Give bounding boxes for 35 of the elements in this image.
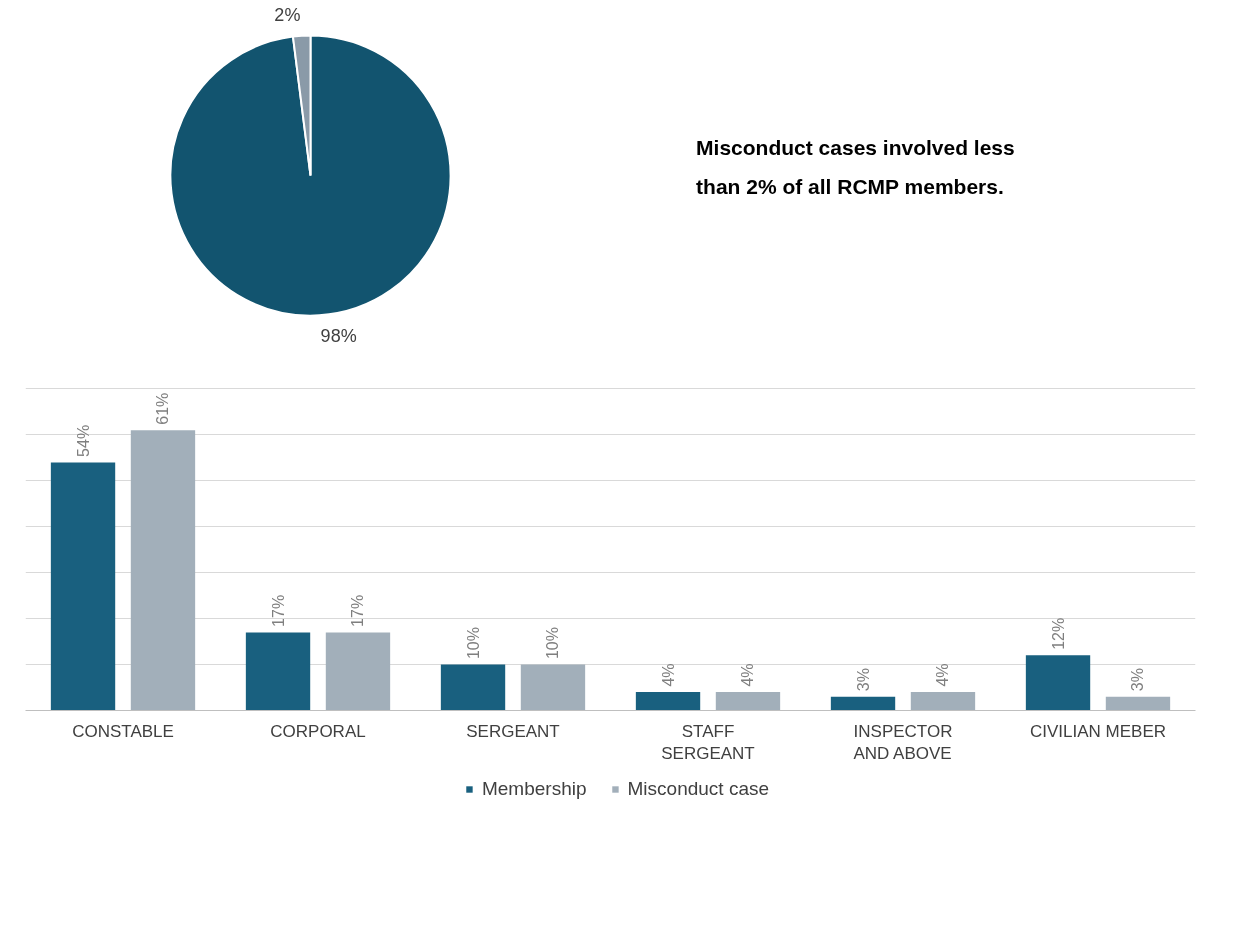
data-label: 10% <box>464 627 482 660</box>
bar <box>130 430 196 711</box>
data-label: 54% <box>74 424 92 457</box>
x-tick-label: STAFF SERGEANT <box>661 721 755 764</box>
data-label: 2% <box>274 4 301 25</box>
x-tick-label: SERGEANT <box>466 721 560 741</box>
data-label: 4% <box>739 663 757 687</box>
bar <box>520 664 586 711</box>
data-label: 17% <box>269 594 287 627</box>
bar <box>635 692 701 711</box>
data-label: 61% <box>154 392 172 425</box>
data-label: 4% <box>934 663 952 687</box>
x-tick-label: CONSTABLE <box>72 721 174 741</box>
data-label: 10% <box>544 627 562 660</box>
bar <box>440 664 506 711</box>
data-label: 3% <box>1129 668 1147 692</box>
bar <box>325 632 391 711</box>
text: Misconduct cases involved less than 2% of all RCMP members. <box>696 136 1015 198</box>
x-tick-label: CORPORAL <box>270 721 366 741</box>
x-tick-label: CIVILIAN MEBER <box>1029 721 1167 741</box>
x-tick-label: INSPECTOR AND ABOVE <box>853 721 953 764</box>
data-label: 17% <box>349 594 367 627</box>
bar <box>1025 655 1091 711</box>
data-label: 98% <box>320 326 357 347</box>
data-label: 12% <box>1049 617 1067 650</box>
data-label: 3% <box>854 668 872 692</box>
legend-label: Membership <box>481 777 587 800</box>
bar <box>50 462 116 711</box>
bar <box>245 632 311 711</box>
bar <box>910 692 976 711</box>
bar <box>1105 696 1171 711</box>
data-label: 4% <box>659 663 677 687</box>
bar <box>715 692 781 711</box>
bar <box>830 696 896 711</box>
legend-label: Misconduct case <box>627 777 770 800</box>
